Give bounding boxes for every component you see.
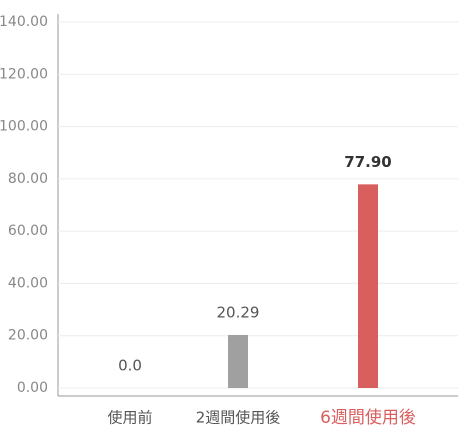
y-tick-label: 140.00	[0, 14, 48, 30]
y-tick-label: 80.00	[8, 171, 48, 187]
y-tick-label: 40.00	[8, 275, 48, 291]
x-tick-label: 使用前	[107, 409, 152, 427]
value-label: 0.0	[118, 357, 142, 375]
value-label: 77.90	[344, 153, 391, 171]
y-tick-label: 100.00	[0, 119, 48, 135]
x-tick-label: 6週間使用後	[320, 407, 416, 428]
bar	[228, 334, 248, 388]
y-tick-label: 0.00	[17, 380, 48, 396]
bar	[358, 184, 378, 388]
y-tick-label: 60.00	[8, 223, 48, 239]
value-label: 20.29	[217, 303, 260, 321]
y-tick-label: 120.00	[0, 66, 48, 82]
y-tick-label: 20.00	[8, 328, 48, 344]
x-tick-label: 2週間使用後	[196, 409, 281, 427]
